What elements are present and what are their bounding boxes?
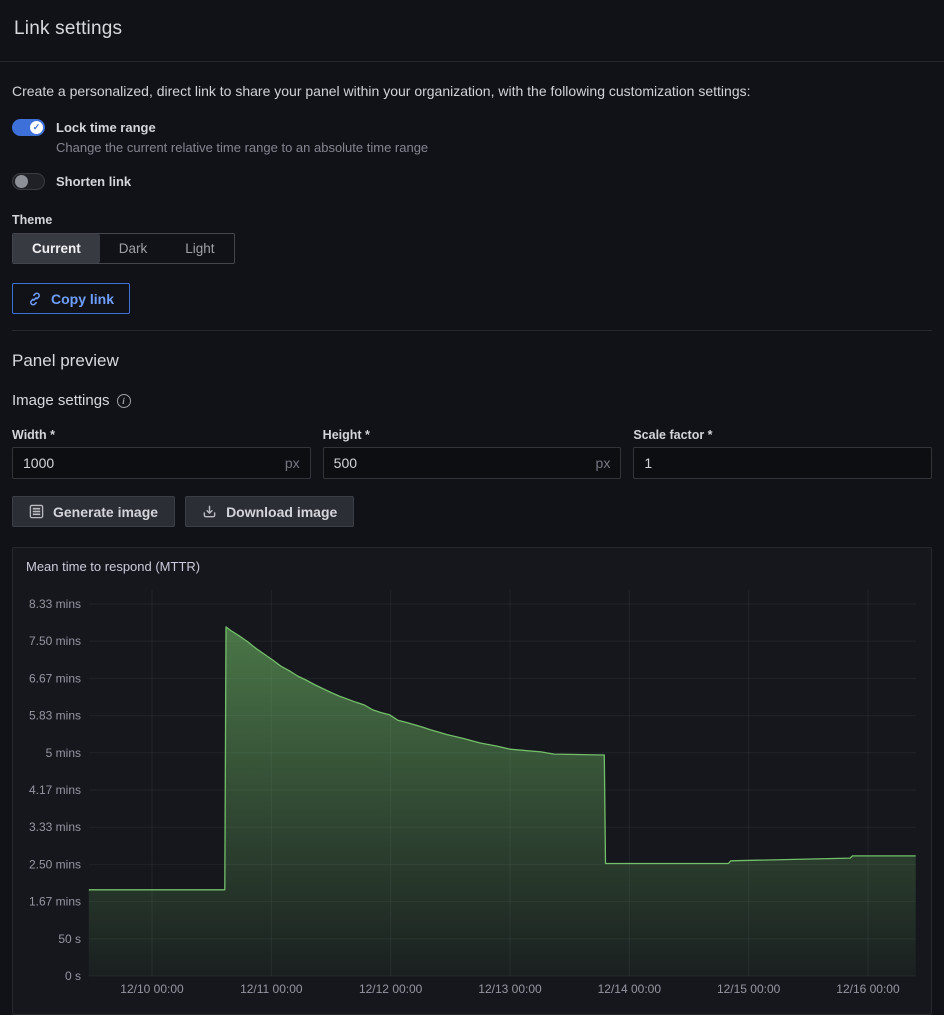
- lock-time-range-toggle[interactable]: ✓: [12, 119, 45, 136]
- download-image-button[interactable]: Download image: [185, 496, 355, 527]
- svg-text:5 mins: 5 mins: [46, 746, 81, 760]
- info-icon[interactable]: i: [116, 393, 131, 408]
- generate-image-icon: [29, 504, 44, 519]
- svg-text:50 s: 50 s: [58, 932, 81, 946]
- scale-factor-field-group: Scale factor *: [633, 428, 933, 479]
- generate-image-label: Generate image: [53, 503, 159, 520]
- svg-text:0 s: 0 s: [65, 969, 81, 983]
- scale-factor-input[interactable]: [644, 455, 922, 471]
- svg-text:7.50 mins: 7.50 mins: [29, 634, 81, 648]
- lock-time-range-row: ✓ Lock time range Change the current rel…: [12, 119, 932, 155]
- download-icon: [202, 504, 217, 519]
- scale-factor-label: Scale factor *: [633, 428, 713, 442]
- svg-text:12/12 00:00: 12/12 00:00: [359, 982, 423, 996]
- svg-text:12/11 00:00: 12/11 00:00: [240, 982, 303, 996]
- theme-option-light[interactable]: Light: [185, 241, 215, 256]
- download-image-label: Download image: [226, 503, 338, 520]
- theme-label: Theme: [12, 213, 53, 227]
- svg-text:5.83 mins: 5.83 mins: [29, 709, 81, 723]
- height-unit-suffix: px: [595, 455, 611, 471]
- image-actions: Generate image Download image: [12, 496, 932, 527]
- intro-text: Create a personalized, direct link to sh…: [12, 83, 751, 99]
- svg-text:6.67 mins: 6.67 mins: [29, 671, 81, 685]
- svg-text:12/15 00:00: 12/15 00:00: [717, 982, 781, 996]
- theme-radio-group: Current Dark Light: [12, 233, 235, 264]
- svg-text:4.17 mins: 4.17 mins: [29, 783, 81, 797]
- drawer-header: Link settings: [0, 0, 944, 62]
- svg-text:8.33 mins: 8.33 mins: [29, 597, 81, 611]
- width-label: Width *: [12, 428, 55, 442]
- toggle-check-icon: ✓: [30, 121, 43, 134]
- lock-time-range-label: Lock time range: [56, 120, 156, 135]
- link-icon: [28, 292, 42, 306]
- copy-link-button[interactable]: Copy link: [12, 283, 131, 314]
- image-settings-heading: Image settings i: [12, 392, 932, 409]
- image-settings-fields: Width * px Height * px Scale factor *: [12, 428, 933, 479]
- width-input[interactable]: [23, 455, 277, 471]
- width-unit-suffix: px: [284, 455, 300, 471]
- height-input[interactable]: [333, 455, 588, 471]
- shorten-link-label: Shorten link: [56, 174, 132, 189]
- shorten-link-toggle[interactable]: [12, 173, 45, 190]
- svg-text:2.50 mins: 2.50 mins: [29, 857, 81, 871]
- series-line: [88, 626, 916, 891]
- link-settings-content: Create a personalized, direct link to sh…: [0, 83, 944, 1015]
- image-settings-label: Image settings: [12, 392, 110, 409]
- height-label: Height *: [322, 428, 370, 442]
- toggle-knob: [15, 175, 28, 188]
- page-title: Link settings: [14, 18, 123, 39]
- svg-text:3.33 mins: 3.33 mins: [29, 820, 81, 834]
- series-area: [88, 626, 916, 976]
- chart-title: Mean time to respond (MTTR): [26, 559, 201, 574]
- svg-text:12/16 00:00: 12/16 00:00: [836, 982, 900, 996]
- panel-preview-chart: Mean time to respond (MTTR) 8.33 mins 7.5…: [12, 547, 932, 1015]
- theme-option-dark[interactable]: Dark: [118, 241, 148, 256]
- svg-text:1.67 mins: 1.67 mins: [29, 895, 81, 909]
- copy-link-label: Copy link: [51, 290, 115, 307]
- height-field-group: Height * px: [322, 428, 622, 479]
- width-field-group: Width * px: [12, 428, 311, 479]
- svg-text:12/14 00:00: 12/14 00:00: [598, 982, 662, 996]
- mttr-chart-svg: 8.33 mins 7.50 mins 6.67 mins 5.83 mins 5 mi…: [29, 590, 916, 996]
- svg-text:12/10 00:00: 12/10 00:00: [120, 982, 184, 996]
- section-divider: [12, 330, 932, 331]
- shorten-link-row: Shorten link: [12, 173, 932, 190]
- generate-image-button[interactable]: Generate image: [12, 496, 176, 527]
- theme-option-current[interactable]: Current: [13, 234, 100, 263]
- svg-text:12/13 00:00: 12/13 00:00: [478, 982, 542, 996]
- axis-labels: 8.33 mins 7.50 mins 6.67 mins 5.83 mins 5 mi…: [29, 597, 900, 996]
- lock-time-range-description: Change the current relative time range t…: [56, 140, 429, 155]
- panel-preview-heading: Panel preview: [12, 351, 119, 370]
